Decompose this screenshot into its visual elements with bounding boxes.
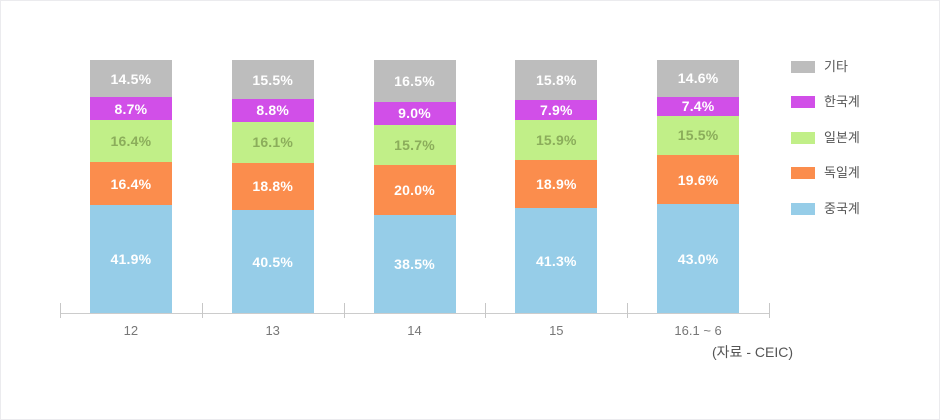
bar-segment-독일계: 18.8%	[231, 162, 314, 211]
segment-label: 16.1%	[252, 134, 294, 151]
bar-segment-독일계: 16.4%	[89, 162, 172, 205]
bar-segment-중국계: 43.0%	[657, 204, 740, 313]
bar-segment-한국계: 7.9%	[515, 100, 598, 121]
bar-segment-중국계: 41.3%	[515, 208, 598, 313]
segment-label: 15.7%	[394, 136, 435, 153]
segment-label: 7.4%	[681, 98, 715, 115]
bar-segment-독일계: 20.0%	[373, 164, 456, 216]
x-axis-tick	[485, 303, 486, 318]
segment-label: 15.5%	[677, 127, 719, 144]
x-axis-tick	[344, 303, 345, 318]
x-axis-line	[60, 313, 770, 314]
segment-label: 18.9%	[535, 176, 577, 193]
segment-label: 43.0%	[677, 250, 719, 267]
source-note: (자료 - CEIC)	[712, 344, 793, 360]
bar-segment-일본계: 15.5%	[657, 115, 740, 155]
segment-label: 15.5%	[252, 71, 294, 88]
segment-label: 16.4%	[110, 133, 152, 150]
bar-segment-독일계: 19.6%	[657, 154, 740, 205]
segment-label: 38.5%	[394, 256, 435, 273]
bar-segment-중국계: 40.5%	[231, 210, 314, 313]
bar-segment-일본계: 15.7%	[373, 124, 456, 165]
segment-label: 14.5%	[110, 70, 152, 87]
segment-label: 19.6%	[677, 171, 719, 188]
x-axis-category-label: 16.1 ~ 6	[674, 323, 722, 338]
segment-label: 41.9%	[110, 250, 152, 267]
bar-segment-기타: 16.5%	[373, 60, 456, 102]
segment-label: 40.5%	[252, 253, 294, 270]
segment-label: 18.8%	[252, 178, 294, 195]
x-axis-category-label: 13	[265, 323, 280, 338]
bar-segment-일본계: 16.4%	[89, 119, 172, 163]
segment-label: 14.6%	[677, 70, 719, 87]
x-axis-tick	[202, 303, 203, 318]
segment-label: 15.8%	[535, 72, 577, 89]
bar-segment-기타: 15.8%	[515, 60, 598, 101]
bar-segment-한국계: 8.7%	[89, 97, 172, 120]
x-axis-category-label: 15	[549, 323, 564, 338]
x-axis-category-label: 14	[407, 323, 422, 338]
segment-label: 15.9%	[535, 132, 577, 149]
x-axis-tick	[627, 303, 628, 318]
bar-segment-일본계: 16.1%	[231, 121, 314, 163]
bar-segment-일본계: 15.9%	[515, 120, 598, 161]
bar-segment-독일계: 18.9%	[515, 160, 598, 209]
bar-segment-기타: 14.5%	[89, 60, 172, 98]
segment-label: 20.0%	[394, 181, 435, 198]
bar-segment-중국계: 38.5%	[373, 215, 456, 313]
segment-label: 9.0%	[398, 105, 431, 122]
bar-segment-기타: 14.6%	[657, 60, 740, 97]
segment-label: 7.9%	[539, 102, 573, 119]
segment-label: 16.4%	[110, 175, 152, 192]
bar-segment-중국계: 41.9%	[89, 204, 172, 313]
segment-label: 8.7%	[114, 100, 148, 117]
segment-label: 41.3%	[535, 252, 577, 269]
bar-segment-한국계: 8.8%	[231, 99, 314, 122]
bar-segment-한국계: 7.4%	[657, 96, 740, 116]
bar-segment-기타: 15.5%	[231, 60, 314, 100]
x-axis-category-label: 12	[123, 323, 139, 338]
bar-segment-한국계: 9.0%	[373, 101, 456, 125]
x-axis-tick	[60, 303, 61, 318]
segment-label: 16.5%	[394, 72, 435, 89]
x-axis-tick	[769, 303, 770, 318]
segment-label: 8.8%	[256, 102, 290, 119]
